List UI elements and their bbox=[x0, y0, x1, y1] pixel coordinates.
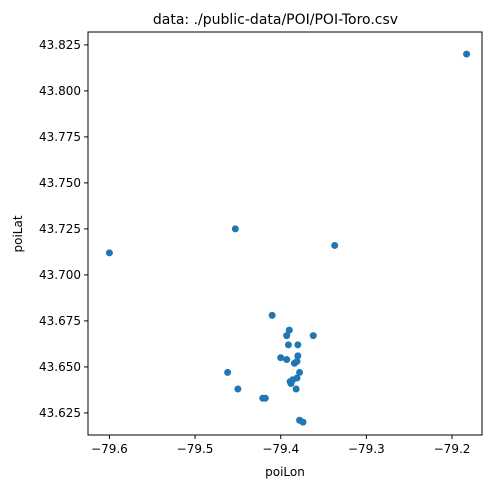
data-point bbox=[224, 368, 232, 376]
data-point bbox=[261, 394, 269, 402]
data-point bbox=[284, 341, 292, 349]
data-point bbox=[277, 354, 285, 362]
y-axis-label: poiLat bbox=[11, 215, 25, 252]
data-point bbox=[268, 311, 276, 319]
y-tick-label: 43.650 bbox=[39, 360, 81, 374]
data-point bbox=[290, 359, 298, 367]
y-axis-ticks: 43.625 43.650 43.675 43.700 43.725 43.750 43.7… bbox=[39, 38, 88, 420]
y-tick-label: 43.625 bbox=[39, 406, 81, 420]
data-point bbox=[231, 225, 239, 233]
x-axis-label: poiLon bbox=[265, 465, 305, 479]
data-point bbox=[463, 50, 471, 58]
y-tick-label: 43.750 bbox=[39, 176, 81, 190]
data-point bbox=[283, 332, 291, 340]
data-point bbox=[309, 332, 317, 340]
y-tick-label: 43.800 bbox=[39, 84, 81, 98]
data-point bbox=[285, 326, 293, 334]
data-point bbox=[299, 418, 307, 426]
y-tick-label: 43.675 bbox=[39, 314, 81, 328]
chart-title: data: ./public-data/POI/POI-Toro.csv bbox=[153, 12, 398, 28]
x-tick-label: −79.5 bbox=[177, 442, 214, 456]
data-point bbox=[294, 352, 302, 360]
data-points bbox=[105, 50, 471, 426]
data-point bbox=[105, 249, 113, 257]
x-tick-label: −79.4 bbox=[262, 442, 299, 456]
x-tick-label: −79.6 bbox=[91, 442, 128, 456]
x-tick-label: −79.2 bbox=[434, 442, 471, 456]
x-tick-label: −79.3 bbox=[348, 442, 385, 456]
plot-frame bbox=[87, 31, 483, 436]
x-axis-ticks: −79.6 −79.5 −79.4 −79.3 −79.2 bbox=[91, 435, 470, 456]
y-tick-label: 43.725 bbox=[39, 222, 81, 236]
data-point bbox=[296, 368, 304, 376]
data-point bbox=[331, 241, 339, 249]
data-point bbox=[283, 356, 291, 364]
data-point bbox=[287, 379, 295, 387]
y-tick-label: 43.775 bbox=[39, 130, 81, 144]
data-point bbox=[292, 385, 300, 393]
y-tick-label: 43.825 bbox=[39, 38, 81, 52]
data-point bbox=[234, 385, 242, 393]
data-point bbox=[294, 341, 302, 349]
y-tick-label: 43.700 bbox=[39, 268, 81, 282]
